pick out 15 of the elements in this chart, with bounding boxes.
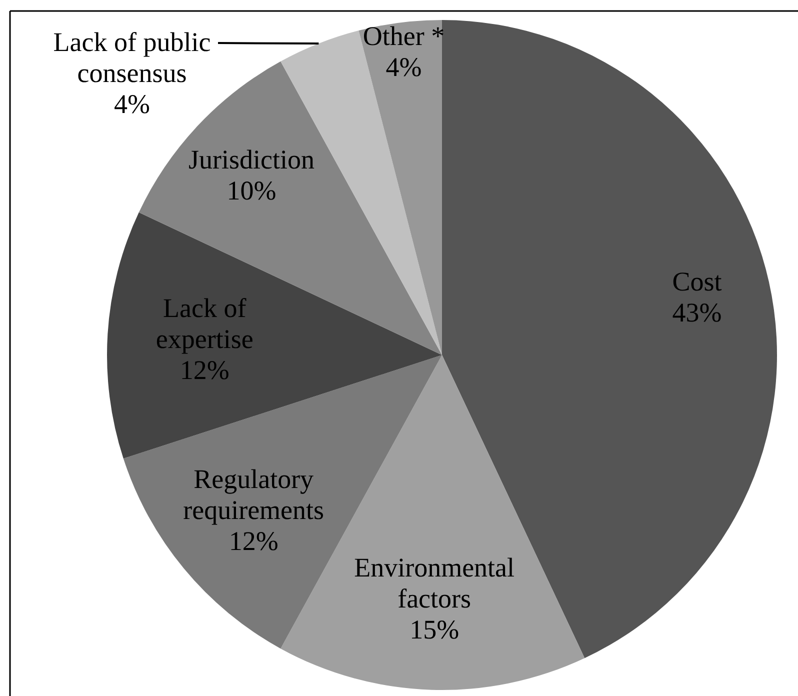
- data-label: 10%: [226, 176, 276, 206]
- slice-label: Jurisdiction: [188, 144, 316, 175]
- slice-label: Cost: [672, 266, 722, 296]
- data-label: 12%: [228, 526, 278, 556]
- slice-label: Environmental factors: [354, 552, 515, 614]
- data-label: 4%: [114, 89, 150, 119]
- slice-label: Lack of public consensus: [53, 27, 211, 88]
- data-label: 15%: [410, 614, 460, 644]
- data-label: 12%: [180, 355, 230, 386]
- slice-label: Lack of expertise: [156, 293, 254, 354]
- data-label: 4%: [386, 52, 422, 82]
- slice-label: Other *: [362, 21, 445, 52]
- pie-slice: [108, 212, 442, 459]
- slice-label: Regulatory requirements: [183, 464, 324, 525]
- data-label: 43%: [672, 298, 722, 328]
